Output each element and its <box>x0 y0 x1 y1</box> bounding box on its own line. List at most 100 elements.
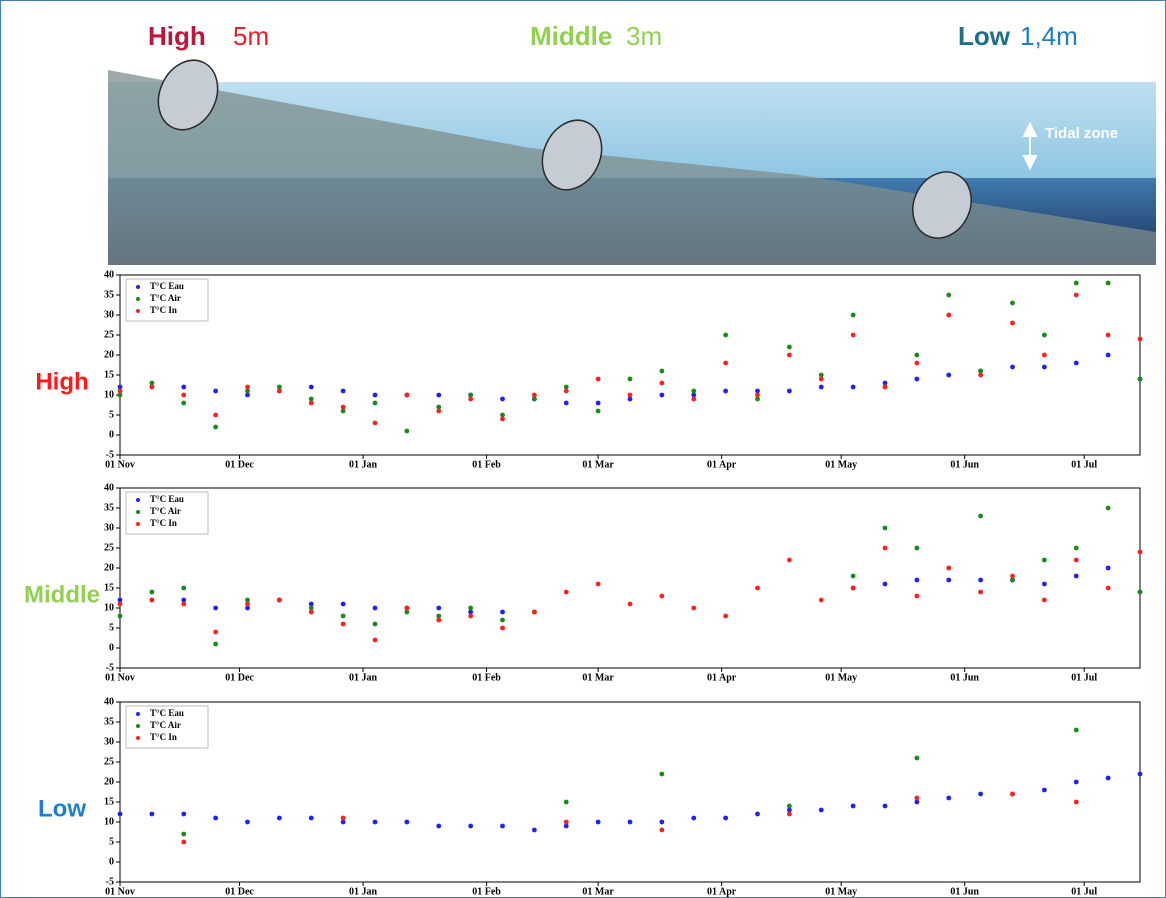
y-tick-label: -5 <box>106 662 114 673</box>
data-point <box>978 513 984 519</box>
data-point <box>245 392 250 398</box>
x-tick-label: 01 Feb <box>472 672 501 683</box>
legend-marker <box>136 309 140 313</box>
data-point <box>882 380 888 386</box>
data-point <box>149 380 155 386</box>
data-point <box>531 609 537 615</box>
data-point <box>340 404 346 410</box>
data-point <box>563 388 569 394</box>
arrow-head <box>1022 121 1038 137</box>
data-point <box>1137 376 1143 382</box>
y-tick-label: 25 <box>104 756 114 767</box>
y-tick-label: 30 <box>104 736 114 747</box>
data-point <box>914 795 920 801</box>
data-point <box>755 388 760 394</box>
data-point <box>468 609 474 615</box>
data-point <box>723 815 729 821</box>
data-point <box>245 605 250 611</box>
data-point <box>500 609 505 615</box>
legend-marker <box>136 510 140 514</box>
data-point <box>1105 775 1111 781</box>
plot-frame <box>119 487 1141 669</box>
data-point <box>1073 280 1079 286</box>
x-tick-label: 01 Apr <box>707 672 737 683</box>
data-point <box>245 388 250 394</box>
data-point <box>372 420 378 426</box>
panel-label: Middle <box>24 581 100 608</box>
y-tick-label: 15 <box>104 369 114 380</box>
data-point <box>691 605 697 611</box>
data-point <box>149 597 155 603</box>
x-tick-label: 01 Jan <box>349 459 378 470</box>
legend-label: T°C Air <box>150 506 181 516</box>
x-tick-label: 01 May <box>825 886 857 897</box>
data-point <box>1041 352 1047 358</box>
data-point <box>1041 332 1047 338</box>
data-point <box>1041 557 1047 563</box>
data-point <box>691 396 697 402</box>
data-point <box>786 388 792 394</box>
y-tick-label: 5 <box>109 409 114 420</box>
data-point <box>946 372 952 378</box>
data-point <box>1073 779 1079 785</box>
data-point <box>181 839 187 845</box>
data-point <box>627 396 633 402</box>
data-point <box>627 601 633 607</box>
y-tick-label: 30 <box>104 309 114 320</box>
data-point <box>659 380 665 386</box>
data-point <box>468 392 474 398</box>
data-point <box>1137 771 1143 777</box>
data-point <box>914 593 920 599</box>
data-point <box>946 565 952 571</box>
data-point <box>468 823 474 829</box>
data-point <box>404 819 410 825</box>
data-point <box>595 376 601 382</box>
data-point <box>755 585 760 591</box>
arrow-head <box>1022 155 1038 171</box>
data-point <box>340 819 346 825</box>
data-point <box>468 613 474 619</box>
data-point <box>1073 727 1079 733</box>
x-tick-label: 01 Jan <box>349 886 378 897</box>
data-point <box>850 384 856 390</box>
data-point <box>563 799 569 805</box>
data-point <box>340 613 346 619</box>
data-point <box>340 408 346 414</box>
data-point <box>340 601 346 607</box>
data-point <box>1010 320 1015 326</box>
data-point <box>882 803 888 809</box>
data-point <box>213 629 219 635</box>
data-point <box>1105 565 1111 571</box>
y-tick-label: 15 <box>104 582 114 593</box>
legend-marker <box>136 724 140 728</box>
data-point <box>691 392 697 398</box>
data-point <box>946 577 952 583</box>
data-point <box>308 609 314 615</box>
data-point <box>882 581 888 587</box>
x-tick-label: 01 Jun <box>950 886 979 897</box>
data-point <box>595 819 601 825</box>
data-point <box>978 791 984 797</box>
legend-label: T°C Eau <box>150 494 184 504</box>
data-point <box>181 601 187 607</box>
data-point <box>914 376 920 382</box>
y-tick-label: 20 <box>104 776 114 787</box>
data-point <box>436 617 442 623</box>
data-point <box>117 384 123 390</box>
data-point <box>563 400 569 406</box>
data-point <box>276 384 282 390</box>
legend-marker <box>136 522 140 526</box>
legend-label: T°C In <box>150 518 177 528</box>
data-point <box>946 292 952 298</box>
y-tick-label: 25 <box>104 329 114 340</box>
y-tick-label: 40 <box>104 269 114 280</box>
data-point <box>627 819 633 825</box>
data-point <box>149 384 155 390</box>
y-tick-label: 10 <box>104 816 114 827</box>
data-point <box>914 352 920 358</box>
data-point <box>659 392 665 398</box>
data-point <box>213 641 219 647</box>
y-tick-label: -5 <box>106 876 114 887</box>
data-point <box>500 625 505 631</box>
data-point <box>1010 577 1015 583</box>
